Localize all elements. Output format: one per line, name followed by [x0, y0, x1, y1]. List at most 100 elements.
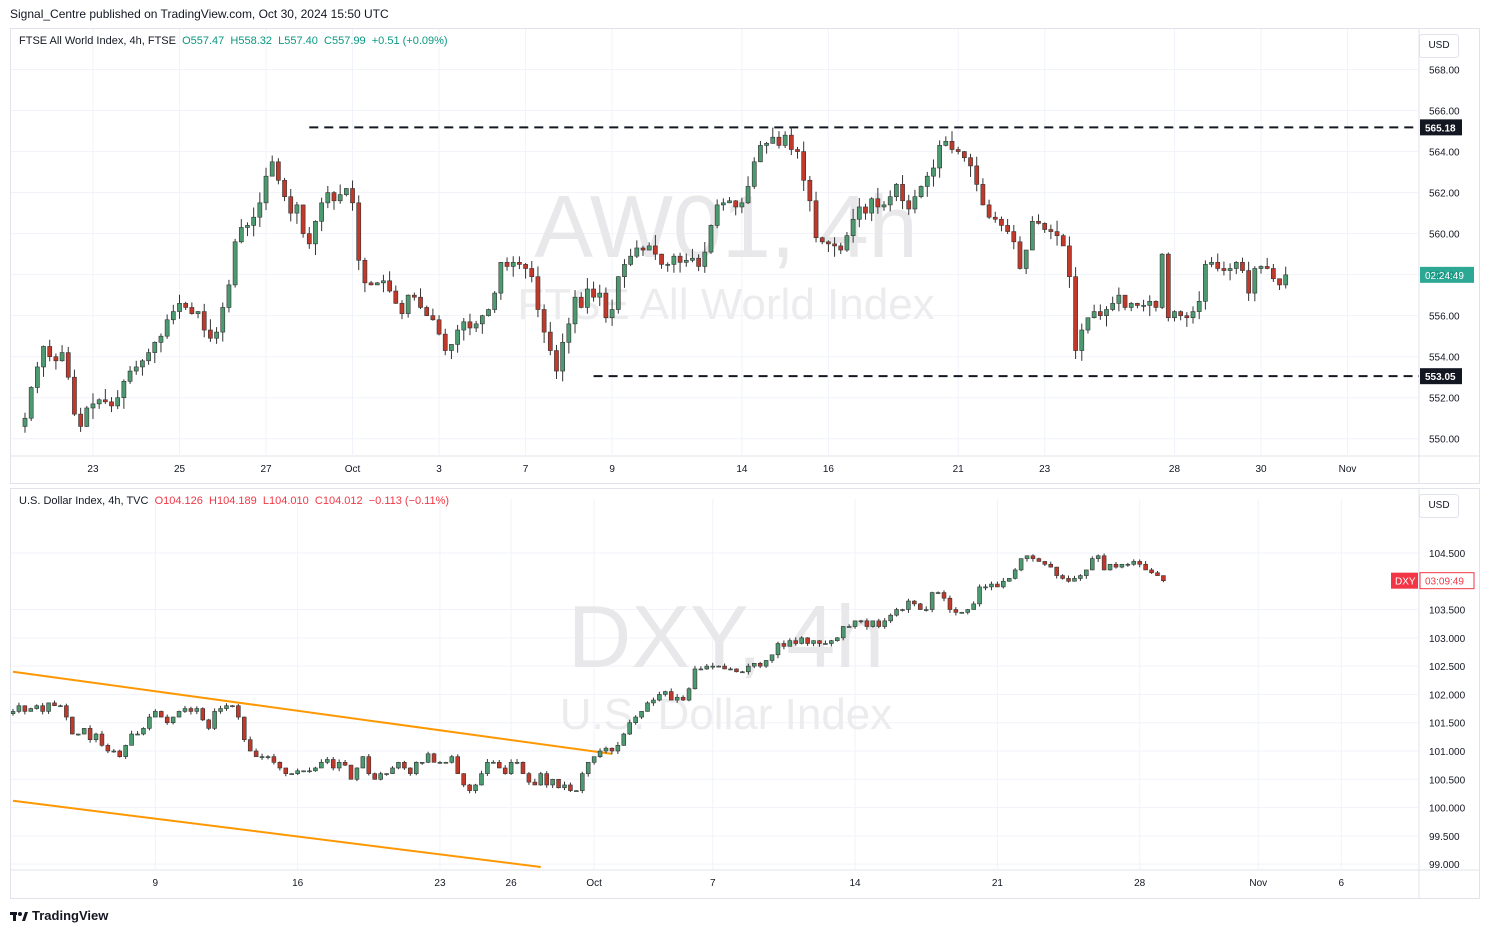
- dxy-candle-body: [906, 600, 911, 610]
- dxy-candle-body: [621, 733, 627, 746]
- ftse-candle-body: [399, 303, 405, 314]
- dxy-candle-body: [283, 767, 289, 774]
- ftse-candle-body: [844, 235, 850, 251]
- dxy-candle-body: [413, 762, 419, 774]
- ftse-candle-body: [220, 307, 226, 333]
- ftse-candle-body: [819, 237, 825, 243]
- dxy-candle-body: [259, 756, 265, 758]
- ftse-candle-body: [1209, 262, 1214, 265]
- dxy-candle-body: [224, 705, 229, 709]
- dxy-candle-body: [164, 716, 170, 724]
- ftse-candle-body: [22, 417, 28, 427]
- dxy-candle-body: [1001, 580, 1006, 588]
- dxy-candle-body: [81, 728, 87, 735]
- ftse-x-tick-label: 16: [823, 464, 835, 475]
- ftse-candle-body: [337, 194, 343, 202]
- ftse-x-tick-label: 25: [174, 464, 186, 475]
- ftse-candle-body: [96, 399, 102, 405]
- ftse-candle-body: [1184, 315, 1190, 319]
- ftse-candle-body: [1122, 294, 1128, 308]
- level-label-bg-1: [1420, 368, 1462, 385]
- dxy-candle-body: [236, 705, 241, 718]
- ftse-candle-body: [869, 198, 874, 214]
- ftse-y-tick-label: 562.00: [1429, 189, 1460, 200]
- dxy-candle-body: [692, 668, 698, 690]
- ftse-candlestick-chart[interactable]: 568.00566.00564.00562.00560.00558.00556.…: [11, 29, 1479, 483]
- ftse-candle-body: [492, 292, 498, 310]
- ftse-candle-body: [1110, 303, 1116, 310]
- tradingview-footer[interactable]: TradingView: [10, 908, 108, 923]
- ftse-symbol: FTSE All World Index: [19, 35, 124, 47]
- ftse-x-tick-label: 30: [1255, 464, 1267, 475]
- dxy-legend: U.S. Dollar Index, 4h, TVC O104.126 H104…: [19, 495, 450, 507]
- dxy-candle-body: [301, 770, 306, 773]
- dxy-candle-body: [158, 711, 164, 718]
- ftse-currency-button[interactable]: USD: [1419, 34, 1459, 58]
- ftse-candle-body: [276, 161, 281, 181]
- ftse-candle-body: [900, 184, 905, 202]
- dxy-candle-body: [568, 784, 573, 791]
- dxy-candle-body: [680, 696, 686, 701]
- dxy-candle-body: [609, 747, 615, 752]
- dxy-x-tick-label: 26: [506, 878, 518, 889]
- ftse-candle-body: [931, 167, 936, 177]
- dxy-candle-body: [840, 626, 846, 639]
- ftse-chart-pane[interactable]: 568.00566.00564.00562.00560.00558.00556.…: [10, 28, 1480, 484]
- ftse-watermark-main: AW01, 4h: [534, 177, 917, 276]
- dxy-watermark-sub: U.S. Dollar Index: [560, 690, 893, 739]
- ftse-candle-body: [1030, 221, 1035, 251]
- dxy-low: L104.010: [262, 495, 309, 507]
- dxy-candle-body: [11, 711, 16, 714]
- dxy-x-tick-label: 14: [849, 878, 861, 889]
- dxy-ticker-label: DXY: [1395, 577, 1416, 588]
- dxy-candle-body: [882, 620, 887, 627]
- dxy-candle-body: [330, 759, 336, 769]
- ftse-candle-body: [1271, 268, 1276, 280]
- dxy-candle-body: [289, 773, 294, 775]
- dxy-candle-body: [526, 773, 532, 783]
- ftse-candle-body: [189, 307, 195, 314]
- ftse-candle-body: [634, 247, 640, 257]
- ftse-legend: FTSE All World Index, 4h, FTSE O557.47 H…: [19, 35, 448, 47]
- dxy-candle-body: [746, 665, 751, 673]
- dxy-candle-body: [1042, 561, 1048, 565]
- dxy-candle-body: [218, 708, 223, 712]
- ftse-x-tick-label: 21: [953, 464, 965, 475]
- dxy-candle-body: [912, 600, 917, 605]
- ftse-candle-body: [1141, 305, 1146, 307]
- ftse-candle-body: [362, 259, 368, 284]
- dxy-chart-pane[interactable]: 104.500 103.500 103.000 102.500 102.000 101.5…: [10, 488, 1480, 899]
- dxy-x-tick-label: Oct: [586, 878, 602, 889]
- dxy-currency-button[interactable]: USD: [1419, 494, 1459, 518]
- dxy-candle-body: [1137, 561, 1142, 565]
- dxy-candle-body: [941, 592, 947, 599]
- ftse-candle-body: [140, 360, 145, 368]
- dxy-candle-body: [485, 762, 490, 774]
- ftse-candle-body: [418, 296, 423, 308]
- dxy-candle-body: [99, 733, 105, 746]
- ftse-candle-body: [1060, 235, 1066, 247]
- ftse-candle-body: [152, 342, 158, 353]
- ftse-candle-body: [245, 225, 250, 228]
- ftse-candle-body: [133, 366, 139, 372]
- ftse-candle-body: [430, 315, 436, 321]
- dxy-candlestick-chart[interactable]: 104.500 103.500 103.000 102.500 102.000 101.5…: [11, 489, 1479, 898]
- dxy-candle-body: [977, 586, 982, 605]
- ftse-candle-body: [1240, 262, 1245, 271]
- dxy-candle-body: [965, 609, 970, 613]
- ftse-candle-body: [442, 333, 448, 351]
- ftse-low: L557.40: [278, 35, 318, 47]
- ftse-candle-body: [856, 206, 862, 220]
- dxy-candle-body: [129, 733, 134, 746]
- ftse-candle-body: [47, 346, 53, 357]
- ftse-candle-body: [671, 255, 677, 265]
- dxy-countdown-label: 03:09:49: [1425, 577, 1464, 588]
- ftse-x-tick-label: 23: [87, 464, 99, 475]
- ftse-candle-body: [90, 403, 96, 409]
- dxy-candle-body: [188, 708, 194, 712]
- level-label-0: 565.18: [1425, 123, 1456, 134]
- dxy-candle-body: [1119, 563, 1125, 568]
- level-label-bg-0: [1420, 119, 1462, 136]
- dxy-candle-body: [366, 756, 372, 774]
- dxy-candle-body: [538, 773, 544, 786]
